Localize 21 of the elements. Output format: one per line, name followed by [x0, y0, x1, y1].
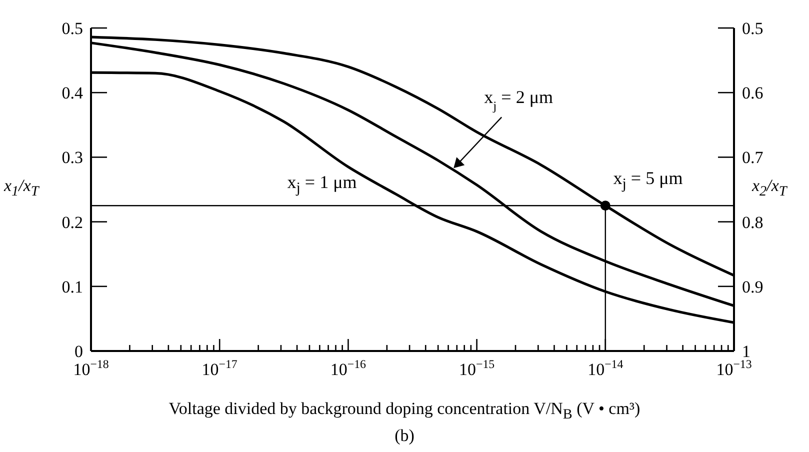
y2-tick-label: 0.5	[742, 19, 764, 38]
y2-tick-label: 0.9	[742, 277, 764, 296]
annotation: x$_{j}$ = 5 μm	[612, 168, 684, 194]
y2-tick-label: 0.6	[742, 84, 764, 103]
annotation: x$_{j}$ = 1 μm	[286, 172, 358, 198]
x-tick-label: 10$^{−14}$	[588, 357, 624, 379]
y-tick-label: 0.4	[62, 84, 84, 103]
y-axis-title: x$_{1}$/x$_{T}$	[4, 176, 39, 200]
x-tick-label: 10$^{−16}$	[330, 357, 366, 379]
text: (b)	[394, 426, 416, 446]
y-tick-label: 0.2	[62, 212, 83, 232]
y-tick-label: 0.3	[62, 148, 83, 168]
y2-tick-label: 0.7	[742, 148, 764, 168]
x-tick-label: 10$^{−17}$	[202, 357, 238, 379]
annotation: x$_{j}$ = 2 μm	[484, 87, 553, 114]
y2-tick-label: 0.8	[742, 212, 764, 232]
y2-axis-title: x$_{2}$/x$_{T}$	[752, 176, 787, 200]
x-tick-label: 10$^{−15}$	[458, 357, 495, 379]
x-axis-title: Voltage divided by background doping concentration V/N$_{B}$ (V • cm³)	[168, 399, 642, 424]
y-tick-label: 0.1	[62, 277, 83, 296]
y-tick-label: 0.5	[62, 19, 83, 38]
